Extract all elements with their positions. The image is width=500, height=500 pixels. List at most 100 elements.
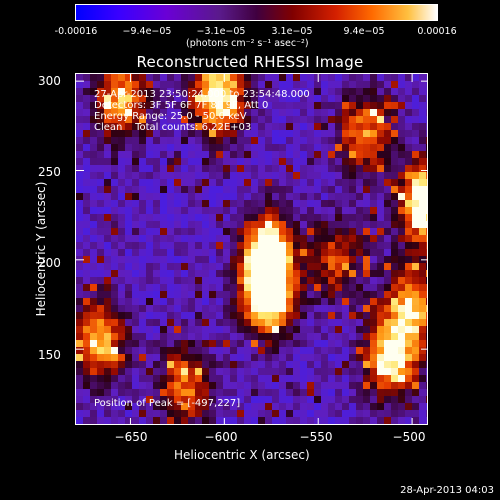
heatmap-cell	[419, 298, 427, 306]
heatmap-cell	[279, 116, 287, 124]
heatmap-cell	[349, 221, 357, 229]
heatmap-cell	[419, 263, 427, 271]
heatmap-cell	[356, 305, 364, 313]
heatmap-cell	[419, 396, 427, 404]
heatmap-cell	[118, 151, 126, 159]
heatmap-cell	[363, 158, 371, 166]
heatmap-cell	[321, 235, 329, 243]
heatmap-cell	[384, 354, 392, 362]
heatmap-cell	[146, 200, 154, 208]
heatmap-cell	[125, 354, 133, 362]
heatmap-cell	[286, 116, 294, 124]
heatmap-cell	[328, 130, 336, 138]
heatmap-cell	[237, 263, 245, 271]
heatmap-cell	[90, 102, 98, 110]
heatmap-cell	[412, 137, 420, 145]
heatmap-cell	[328, 221, 336, 229]
heatmap-cell	[398, 368, 406, 376]
heatmap-cell	[286, 81, 294, 89]
heatmap-cell	[391, 340, 399, 348]
heatmap-cell	[76, 137, 84, 145]
heatmap-cell	[300, 165, 308, 173]
heatmap-cell	[258, 137, 266, 145]
heatmap-cell	[335, 333, 343, 341]
heatmap-cell	[342, 368, 350, 376]
heatmap-cell	[90, 347, 98, 355]
heatmap-cell	[272, 256, 280, 264]
heatmap-cell	[174, 144, 182, 152]
heatmap-cell	[370, 200, 378, 208]
heatmap-cell	[132, 214, 140, 222]
heatmap-cell	[104, 144, 112, 152]
heatmap-cell	[244, 270, 252, 278]
heatmap-cell	[223, 298, 231, 306]
heatmap-cell	[398, 88, 406, 96]
heatmap-cell	[335, 298, 343, 306]
heatmap-cell	[307, 333, 315, 341]
heatmap-cell	[167, 123, 175, 131]
heatmap-cell	[230, 249, 238, 257]
heatmap-cell	[209, 361, 217, 369]
heatmap-cell	[230, 88, 238, 96]
heatmap-cell	[90, 277, 98, 285]
heatmap-cell	[167, 102, 175, 110]
heatmap-cell	[391, 263, 399, 271]
x-tick-label: −600	[204, 430, 238, 444]
heatmap-cell	[167, 256, 175, 264]
heatmap-cell	[391, 368, 399, 376]
heatmap-cell	[251, 123, 259, 131]
heatmap-cell	[139, 270, 147, 278]
heatmap-cell	[391, 165, 399, 173]
heatmap-cell	[230, 375, 238, 383]
heatmap-cell	[104, 193, 112, 201]
heatmap-cell	[293, 354, 301, 362]
heatmap-cell	[391, 130, 399, 138]
heatmap-cell	[146, 277, 154, 285]
heatmap-cell	[104, 228, 112, 236]
heatmap-cell	[111, 382, 119, 390]
heatmap-cell	[237, 382, 245, 390]
heatmap-cell	[146, 312, 154, 320]
heatmap-cell	[216, 389, 224, 397]
heatmap-cell	[391, 417, 399, 424]
heatmap-cell	[139, 263, 147, 271]
heatmap-cell	[426, 333, 427, 341]
heatmap-cell	[272, 200, 280, 208]
heatmap-cell	[300, 368, 308, 376]
heatmap-cell	[321, 123, 329, 131]
heatmap-cell	[328, 284, 336, 292]
heatmap-cell	[391, 123, 399, 131]
heatmap-cell	[195, 403, 203, 411]
heatmap-cell	[104, 284, 112, 292]
heatmap-cell	[314, 298, 322, 306]
heatmap-cell	[321, 74, 329, 82]
heatmap-cell	[419, 130, 427, 138]
heatmap-cell	[426, 277, 427, 285]
heatmap-cell	[405, 305, 413, 313]
heatmap-cell	[412, 221, 420, 229]
heatmap-cell	[342, 284, 350, 292]
heatmap-cell	[244, 263, 252, 271]
colorbar-tick: 0.00016	[417, 26, 457, 37]
heatmap-cell	[335, 249, 343, 257]
heatmap-cell	[342, 102, 350, 110]
heatmap-cell	[188, 424, 196, 425]
heatmap-cell	[405, 284, 413, 292]
heatmap-cell	[412, 389, 420, 397]
heatmap-cell	[251, 333, 259, 341]
heatmap-cell	[419, 361, 427, 369]
heatmap-cell	[153, 123, 161, 131]
heatmap-cell	[419, 88, 427, 96]
heatmap-cell	[97, 235, 105, 243]
heatmap-cell	[139, 326, 147, 334]
heatmap-cell	[356, 186, 364, 194]
heatmap-cell	[104, 179, 112, 187]
heatmap-cell	[391, 102, 399, 110]
heatmap-cell	[398, 207, 406, 215]
heatmap-cell	[377, 424, 385, 425]
heatmap-cell	[125, 270, 133, 278]
heatmap-cell	[300, 242, 308, 250]
heatmap-cell	[426, 263, 427, 271]
heatmap-cell	[188, 102, 196, 110]
heatmap-cell	[426, 354, 427, 362]
